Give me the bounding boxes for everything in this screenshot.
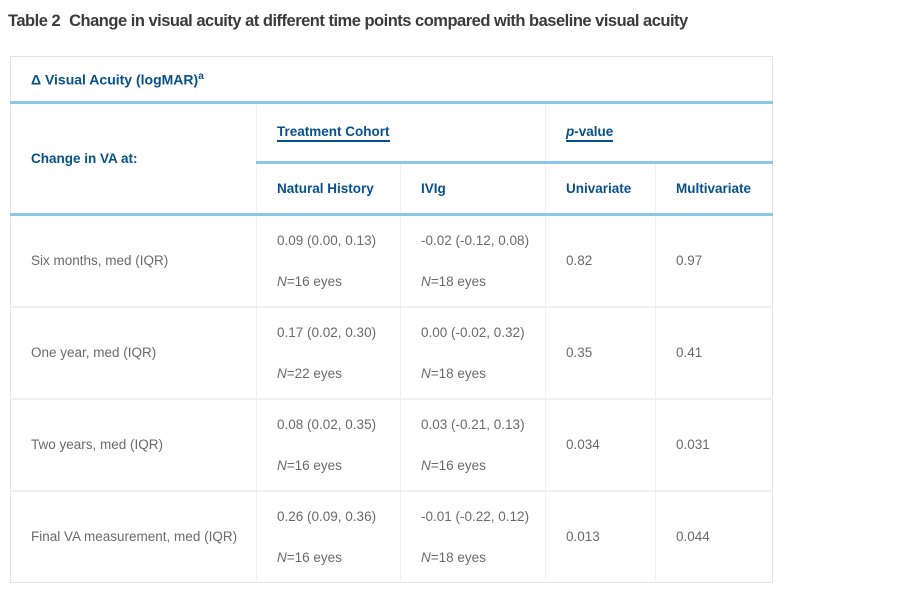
median-iqr-value: -0.02 (-0.12, 0.08) <box>421 232 530 248</box>
column-header-ivig: IVIg <box>400 162 546 216</box>
column-header-natural-history: Natural History <box>256 162 401 216</box>
median-iqr-value: -0.01 (-0.22, 0.12) <box>421 508 530 524</box>
multivariate-p-cell: 0.41 <box>654 306 773 400</box>
row-label: One year, med (IQR) <box>10 306 257 400</box>
natural-history-cell: 0.26 (0.09, 0.36) N=16 eyes <box>256 490 401 583</box>
group-header-row: Change in VA at: Treatment Cohort p-valu… <box>10 102 773 216</box>
median-iqr-value: 0.26 (0.09, 0.36) <box>277 508 377 524</box>
table-band-row: Δ Visual Acuity (logMAR)a <box>10 56 773 104</box>
p-value-label: p-value <box>566 124 614 142</box>
delta-visual-acuity-header: Δ Visual Acuity (logMAR)a <box>10 56 773 104</box>
univariate-p-cell: 0.35 <box>545 306 656 400</box>
n-eyes: N=18 eyes <box>421 365 486 381</box>
table-row: Final VA measurement, med (IQR) 0.26 (0.… <box>11 490 773 583</box>
row-label: Two years, med (IQR) <box>10 398 257 492</box>
table-row: Two years, med (IQR) 0.08 (0.02, 0.35) N… <box>10 398 773 492</box>
table-caption-text: Change in visual acuity at different tim… <box>69 12 688 30</box>
table-caption-number: Table 2 <box>8 12 61 30</box>
median-iqr-value: 0.03 (-0.21, 0.13) <box>421 416 525 432</box>
n-eyes: N=18 eyes <box>421 273 486 289</box>
table-caption: Table 2 Change in visual acuity at diffe… <box>8 12 899 31</box>
n-eyes: N=16 eyes <box>277 457 342 473</box>
table-row: One year, med (IQR) 0.17 (0.02, 0.30) N=… <box>10 306 773 400</box>
change-in-va-header: Change in VA at: <box>10 102 257 216</box>
column-header-univariate: Univariate <box>545 162 656 216</box>
univariate-p-cell: 0.034 <box>545 398 656 492</box>
median-iqr-value: 0.09 (0.00, 0.13) <box>277 232 377 248</box>
n-eyes: N=18 eyes <box>421 549 486 565</box>
footnote-marker-a: a <box>198 70 204 82</box>
row-label: Final VA measurement, med (IQR) <box>31 529 238 545</box>
ivig-cell: -0.02 (-0.12, 0.08) N=18 eyes <box>400 214 546 308</box>
multivariate-p-cell: 0.97 <box>654 214 773 308</box>
multivariate-p-cell: 0.031 <box>654 398 773 492</box>
univariate-p-cell: 0.82 <box>545 214 656 308</box>
median-iqr-value: 0.17 (0.02, 0.30) <box>277 324 377 340</box>
ivig-cell: 0.00 (-0.02, 0.32) N=18 eyes <box>400 306 546 400</box>
row-label: Six months, med (IQR) <box>10 214 257 308</box>
natural-history-cell: 0.17 (0.02, 0.30) N=22 eyes <box>256 306 401 400</box>
natural-history-cell: 0.08 (0.02, 0.35) N=16 eyes <box>256 398 401 492</box>
visual-acuity-table: Δ Visual Acuity (logMAR)a Change in VA a… <box>10 56 774 583</box>
n-eyes: N=16 eyes <box>277 549 342 565</box>
median-iqr-value: 0.08 (0.02, 0.35) <box>277 416 377 432</box>
n-eyes: N=22 eyes <box>277 365 342 381</box>
natural-history-cell: 0.09 (0.00, 0.13) N=16 eyes <box>256 214 401 308</box>
treatment-cohort-header: Treatment Cohort <box>256 102 546 164</box>
p-value-header: p-value <box>544 102 773 164</box>
univariate-p-cell: 0.013 <box>545 490 656 583</box>
multivariate-p-cell: 0.044 <box>654 490 773 583</box>
n-eyes: N=16 eyes <box>277 273 342 289</box>
delta-visual-acuity-label: Δ Visual Acuity (logMAR) <box>31 71 199 88</box>
column-header-row: Natural History IVIg Univariate Multivar… <box>11 162 773 216</box>
column-header-multivariate: Multivariate <box>654 162 773 216</box>
ivig-cell: 0.03 (-0.21, 0.13) N=16 eyes <box>400 398 546 492</box>
ivig-cell: -0.01 (-0.22, 0.12) N=18 eyes <box>400 490 546 583</box>
table-row: Six months, med (IQR) 0.09 (0.00, 0.13) … <box>10 214 773 308</box>
treatment-cohort-label: Treatment Cohort <box>277 124 390 142</box>
n-eyes: N=16 eyes <box>421 457 486 473</box>
median-iqr-value: 0.00 (-0.02, 0.32) <box>421 324 525 340</box>
